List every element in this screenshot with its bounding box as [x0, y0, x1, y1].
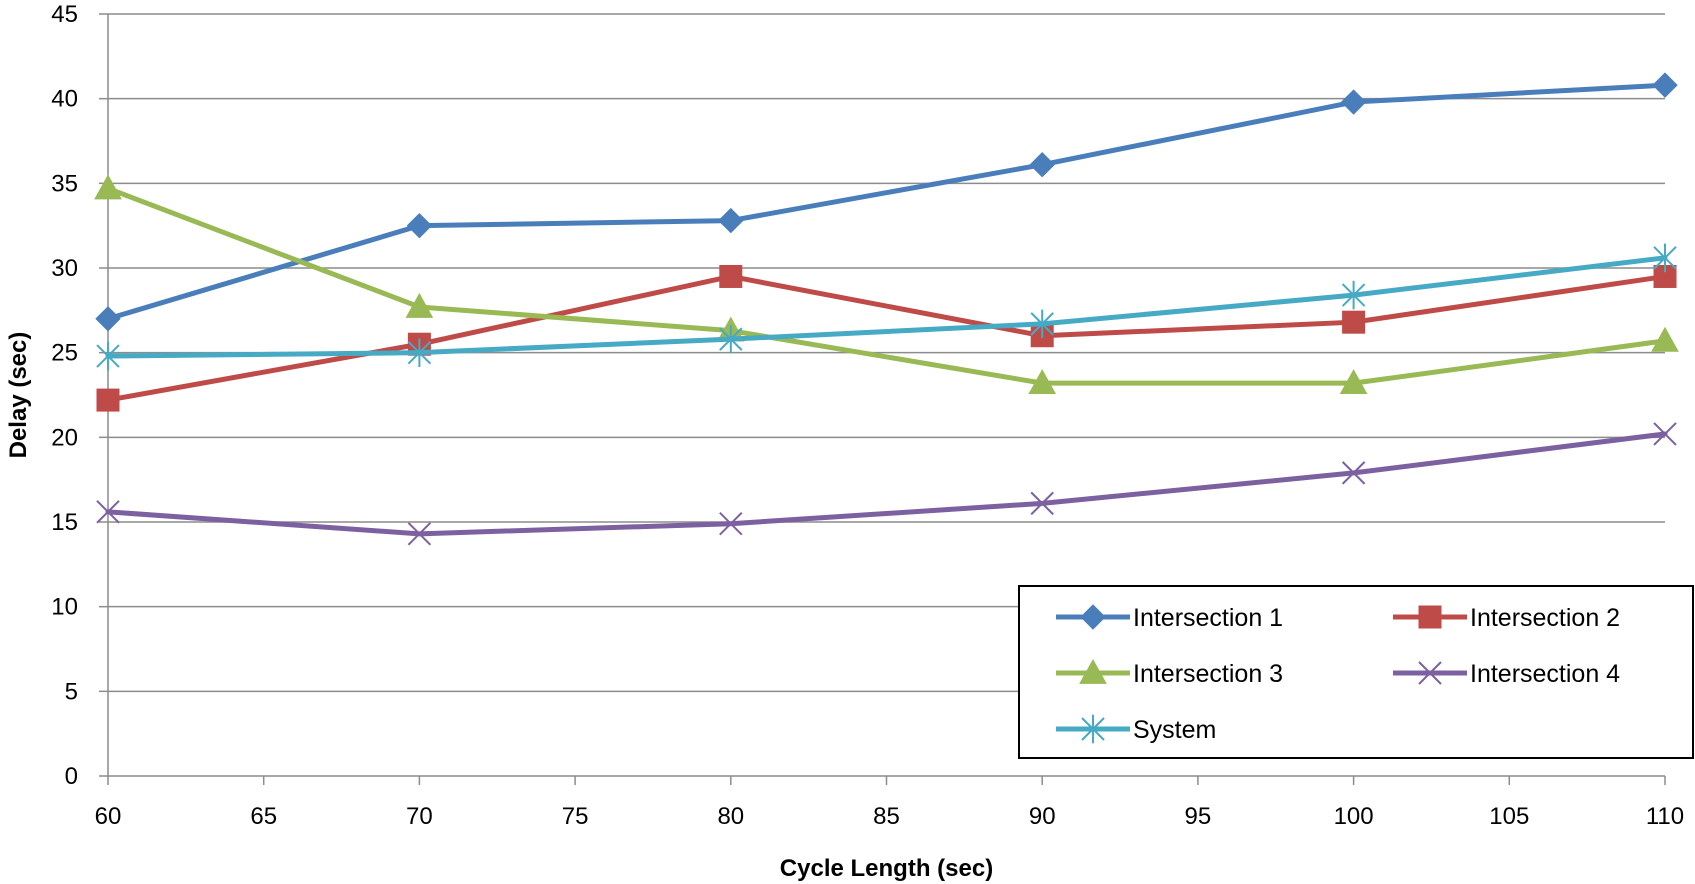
series-intersection-3: [94, 174, 1679, 395]
data-point-intersection-1: [406, 212, 433, 239]
x-tick-label: 95: [1185, 803, 1212, 830]
data-point-intersection-1: [1029, 151, 1055, 178]
legend-item-system: System: [1056, 714, 1216, 744]
data-point-intersection-2: [96, 388, 120, 412]
legend: Intersection 1 Intersection 2 Intersection…: [1018, 585, 1694, 759]
data-point-system: [1341, 280, 1366, 310]
data-point-intersection-3: [405, 292, 434, 318]
x-tick-label: 65: [250, 803, 277, 830]
x-tick-label: 60: [95, 803, 122, 830]
data-point-intersection-3: [94, 174, 122, 200]
series-system: [96, 243, 1677, 371]
y-tick-label: 30: [51, 255, 78, 282]
data-point-system: [407, 338, 432, 367]
y-tick-label: 5: [65, 678, 78, 705]
data-point-intersection-2: [1342, 310, 1366, 334]
y-tick-label: 10: [51, 594, 78, 621]
data-point-intersection-4: [1653, 422, 1677, 446]
data-point-intersection-4: [407, 522, 432, 546]
data-point-system: [719, 324, 743, 354]
data-point-intersection-4: [1030, 491, 1054, 516]
x-tick-label: 75: [562, 803, 589, 830]
data-point-system: [1030, 309, 1054, 339]
x-tick-label: 70: [406, 803, 433, 830]
data-point-intersection-3: [1339, 369, 1368, 395]
data-point-intersection-2: [719, 264, 743, 288]
series-line-intersection-4: [105, 431, 1668, 537]
legend-label: System: [1133, 716, 1216, 744]
y-tick-label: 35: [51, 170, 78, 197]
x-tick-label: 80: [717, 803, 744, 830]
x-axis-title: Cycle Length (sec): [780, 855, 993, 882]
legend-marker-intersection-2: [1418, 605, 1442, 629]
legend-item-intersection-2: Intersection 2: [1393, 604, 1620, 632]
legend-item-intersection-3: Intersection 3: [1056, 658, 1283, 688]
legend-marker-intersection-1: [1080, 604, 1106, 630]
series-intersection-4: [96, 422, 1677, 546]
legend-label: Intersection 4: [1470, 660, 1620, 688]
y-axis-title: Delay (sec): [5, 332, 32, 459]
x-tick-label: 100: [1334, 803, 1374, 830]
y-tick-label: 40: [51, 86, 78, 113]
x-tick-label: 105: [1489, 803, 1529, 830]
legend-item-intersection-1: Intersection 1: [1056, 604, 1283, 632]
series-intersection-1: [95, 72, 1678, 332]
legend-marker-system: [1081, 714, 1105, 744]
legend-label: Intersection 3: [1133, 660, 1283, 688]
series-line-intersection-3: [105, 185, 1668, 386]
series-group: [94, 72, 1679, 546]
legend-marker-intersection-3: [1079, 658, 1107, 684]
data-point-intersection-4: [1341, 461, 1366, 485]
y-axis-ticks: 0 5 10 15 20 25 30 35 40 45: [51, 1, 108, 790]
y-tick-label: 0: [65, 763, 78, 790]
x-tick-label: 90: [1029, 803, 1056, 830]
data-point-intersection-1: [1340, 89, 1367, 115]
y-tick-label: 45: [51, 1, 78, 28]
legend-item-intersection-4: Intersection 4: [1393, 660, 1620, 688]
series-line-system: [105, 255, 1668, 359]
data-point-intersection-1: [718, 207, 744, 234]
data-point-intersection-1: [1652, 72, 1678, 98]
data-point-system: [1653, 243, 1677, 273]
legend-box: [1018, 585, 1694, 759]
legend-label: Intersection 2: [1470, 604, 1620, 632]
data-point-intersection-4: [96, 500, 120, 524]
y-tick-label: 15: [51, 509, 78, 536]
x-tick-label: 110: [1646, 803, 1684, 830]
x-axis-ticks: 60 65 70 75 80 85 90 95 100 105 110: [95, 776, 1684, 830]
data-point-intersection-4: [719, 511, 743, 536]
data-point-system: [96, 341, 120, 371]
series-line-intersection-2: [105, 273, 1668, 403]
data-point-intersection-3: [1028, 369, 1057, 395]
series-line-intersection-1: [105, 82, 1668, 322]
data-point-intersection-3: [1651, 326, 1679, 352]
y-tick-label: 20: [51, 424, 78, 451]
data-point-intersection-1: [95, 306, 121, 332]
legend-marker-intersection-4: [1418, 661, 1442, 685]
y-tick-label: 25: [51, 340, 78, 367]
x-tick-label: 85: [873, 803, 900, 830]
legend-label: Intersection 1: [1133, 604, 1283, 632]
